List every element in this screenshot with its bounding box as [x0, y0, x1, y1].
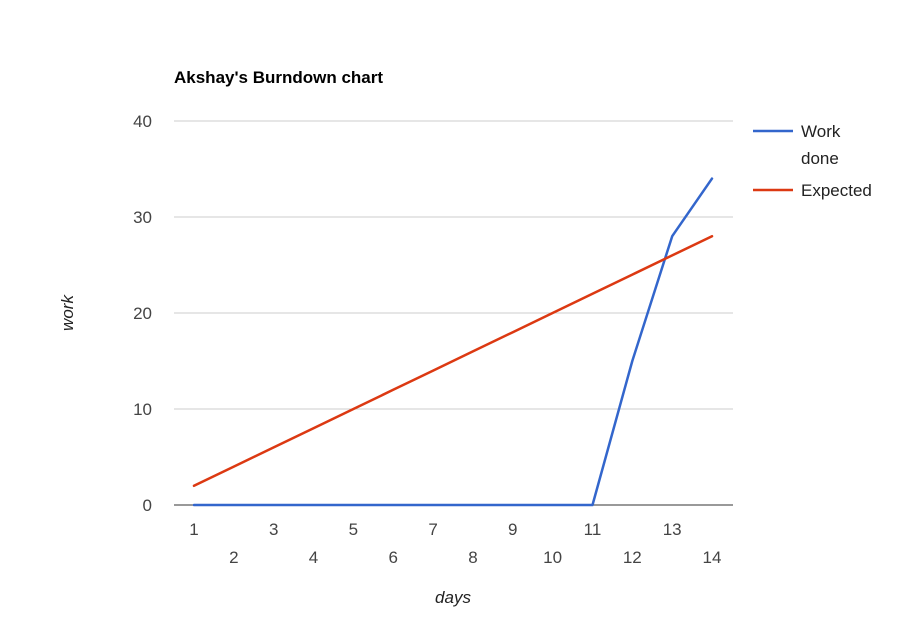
- x-tick-label: 3: [269, 520, 278, 539]
- x-tick-label: 2: [229, 548, 238, 567]
- y-tick-labels: 0 10 20 30 40: [133, 112, 152, 515]
- chart-title: Akshay's Burndown chart: [174, 68, 383, 87]
- series-layer: [192, 177, 714, 507]
- x-tick-label: 14: [703, 548, 722, 567]
- x-tick-label: 4: [309, 548, 318, 567]
- y-tick-label: 0: [143, 496, 152, 515]
- x-tick-label: 11: [584, 520, 602, 539]
- grid-layer: [174, 120, 733, 506]
- y-tick-label: 30: [133, 208, 152, 227]
- x-tick-label: 10: [543, 548, 562, 567]
- x-tick-label: 7: [428, 520, 437, 539]
- x-tick-label: 12: [623, 548, 642, 567]
- legend-label-0: done: [801, 149, 839, 168]
- y-tick-label: 20: [133, 304, 152, 323]
- x-axis-title: days: [435, 588, 471, 607]
- series-line-1: [192, 234, 714, 488]
- legend-label-1: Expected: [801, 181, 872, 200]
- x-tick-label: 1: [189, 520, 198, 539]
- y-tick-label: 10: [133, 400, 152, 419]
- y-tick-label: 40: [133, 112, 152, 131]
- x-tick-label: 13: [663, 520, 682, 539]
- x-tick-label: 8: [468, 548, 477, 567]
- x-tick-label: 5: [349, 520, 358, 539]
- legend-label-0: Work: [801, 122, 841, 141]
- x-tick-label: 9: [508, 520, 517, 539]
- y-axis-title: work: [58, 294, 77, 331]
- series-line-0: [192, 177, 714, 507]
- x-tick-label: 6: [388, 548, 397, 567]
- legend: Work done Expected: [753, 122, 872, 200]
